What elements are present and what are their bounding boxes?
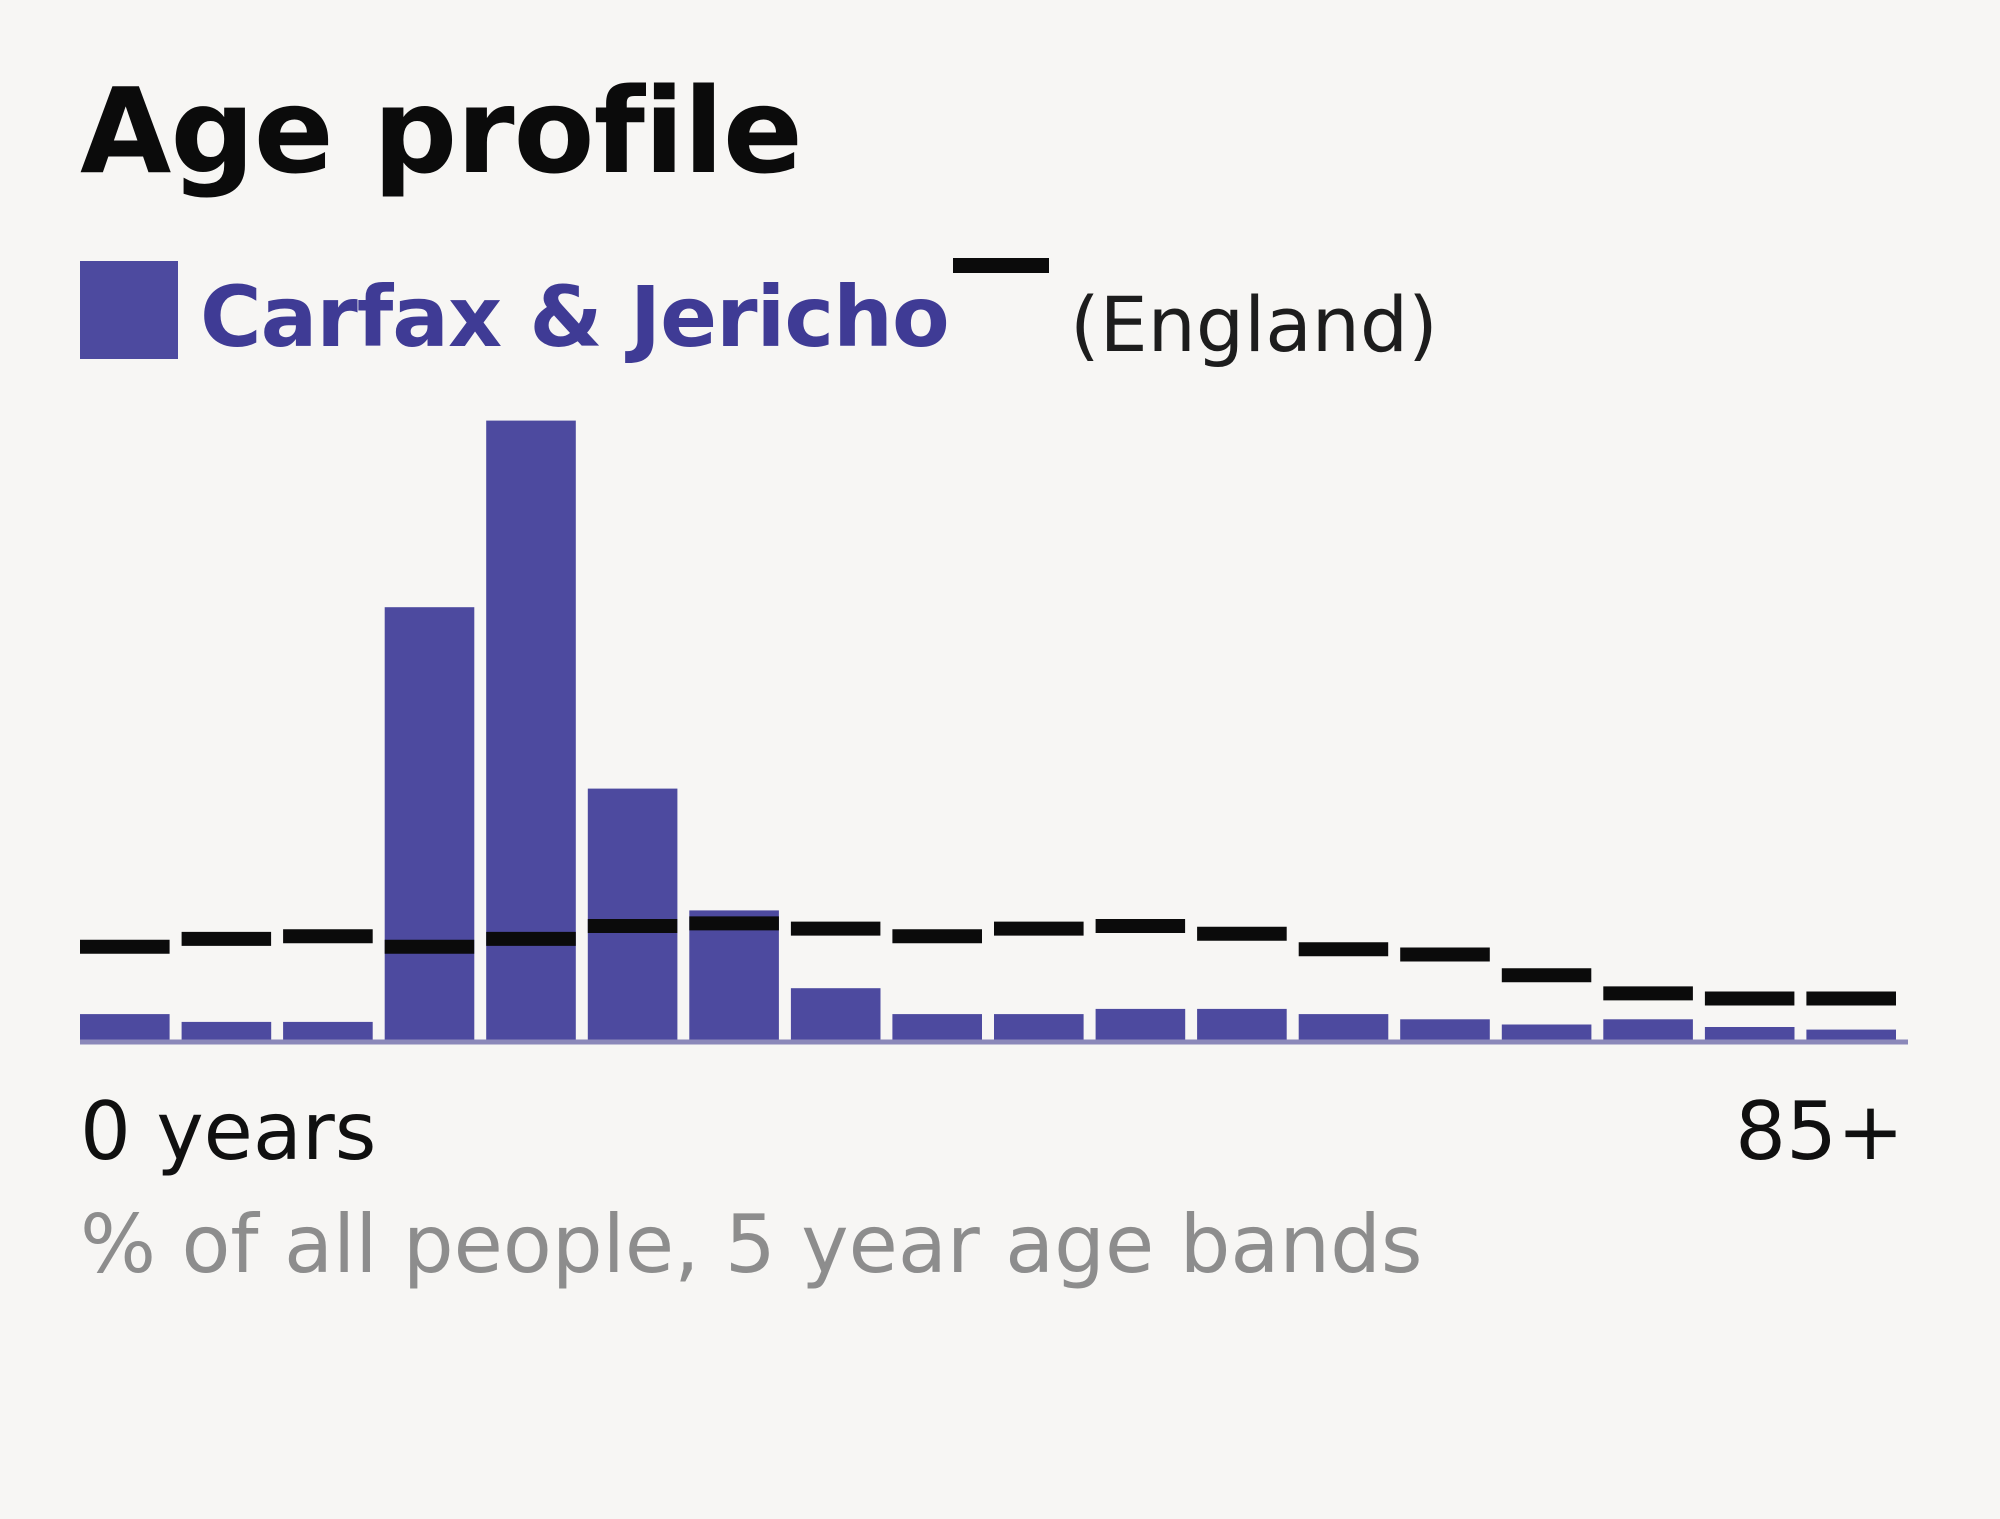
bar-50-54 bbox=[1095, 1008, 1186, 1040]
bar-25-29 bbox=[587, 788, 678, 1040]
bar-20-24 bbox=[486, 420, 576, 1041]
bar-85+ bbox=[1806, 1029, 1896, 1040]
bar-45-49 bbox=[994, 1014, 1084, 1040]
bar-40-44 bbox=[892, 1014, 982, 1040]
bar-5-9 bbox=[181, 1021, 272, 1040]
bar-70-74 bbox=[1501, 1024, 1592, 1040]
bar-80-84 bbox=[1704, 1027, 1795, 1040]
chart-caption: % of all people, 5 year age bands bbox=[80, 1198, 1423, 1291]
comparator-legend-label: (England) bbox=[1070, 280, 1438, 369]
chart-legend: Carfax & Jericho (England) bbox=[80, 258, 1480, 369]
comparator-legend-line bbox=[953, 258, 1049, 273]
bar-0-4 bbox=[80, 1014, 170, 1040]
area-legend-label: Carfax & Jericho bbox=[200, 268, 950, 366]
bar-55-59 bbox=[1197, 1008, 1287, 1040]
x-axis-start-label: 0 years bbox=[80, 1085, 377, 1178]
bar-10-14 bbox=[283, 1021, 373, 1040]
bar-65-69 bbox=[1400, 1019, 1490, 1040]
area-legend-swatch bbox=[80, 261, 178, 359]
x-axis-end-label: 85+ bbox=[1735, 1085, 1904, 1178]
bar-60-64 bbox=[1298, 1014, 1389, 1040]
comparator-lines-layer bbox=[80, 916, 1896, 1006]
chart-title: Age profile bbox=[80, 62, 803, 200]
bar-15-19 bbox=[384, 607, 475, 1040]
bars-layer bbox=[80, 420, 1896, 1041]
bar-35-39 bbox=[790, 988, 881, 1040]
bar-75-79 bbox=[1603, 1019, 1693, 1040]
bar-30-34 bbox=[689, 910, 779, 1040]
